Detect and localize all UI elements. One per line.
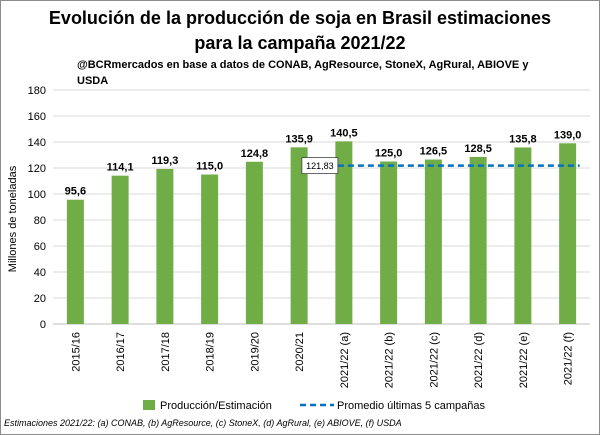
- y-tick-label: 100: [28, 189, 46, 201]
- y-tick-label: 60: [34, 241, 46, 253]
- legend-label-bars: Producción/Estimación: [160, 400, 272, 412]
- average-label-box: [301, 157, 339, 175]
- x-tick-label: 2021/22 (b): [384, 332, 396, 388]
- bar-data-label: 119,3: [151, 155, 178, 167]
- bar-data-label: 139,0: [554, 129, 582, 141]
- chart-title-line-2: para la campaña 2021/22: [194, 33, 406, 53]
- bar: [514, 147, 532, 324]
- bar: [66, 199, 84, 324]
- bar: [559, 143, 577, 324]
- y-tick-label: 20: [34, 293, 46, 305]
- bar: [380, 161, 398, 324]
- x-tick-label: 2017/18: [160, 332, 172, 372]
- bar: [156, 168, 174, 324]
- bar-data-label: 135,9: [285, 133, 313, 145]
- y-tick-label: 0: [40, 319, 46, 331]
- bar-data-label: 95,6: [65, 186, 86, 198]
- y-tick-label: 180: [28, 85, 46, 97]
- bar: [424, 159, 442, 324]
- legend-swatch-bars: [143, 400, 155, 410]
- bar: [290, 147, 308, 324]
- chart-subtitle: @BCRmercados en base a datos de CONAB, A…: [77, 59, 529, 87]
- bar-data-label: 140,5: [330, 127, 358, 139]
- x-tick-label: 2021/22 (f): [563, 332, 575, 385]
- bar: [335, 141, 353, 324]
- x-tick-label: 2020/21: [294, 332, 306, 372]
- y-tick-label: 40: [34, 267, 46, 279]
- bar-data-label: 128,5: [464, 143, 492, 155]
- average-data-label: 121,83: [306, 161, 334, 171]
- bar: [245, 161, 263, 324]
- x-tick-label: 2016/17: [115, 332, 127, 372]
- bar-data-label: 135,8: [509, 133, 537, 145]
- bar-data-label: 124,8: [241, 148, 269, 160]
- bar-data-label: 114,1: [107, 162, 134, 174]
- bar-data-label: 125,0: [375, 148, 403, 160]
- x-tick-label: 2021/22 (c): [428, 332, 440, 388]
- bar: [111, 175, 129, 324]
- y-tick-label: 140: [28, 137, 46, 149]
- bar-data-label: 115,0: [196, 161, 223, 173]
- bar: [201, 174, 219, 324]
- x-tick-label: 2021/22 (e): [518, 332, 530, 388]
- bar: [469, 156, 487, 324]
- x-tick-label: 2021/22 (a): [339, 332, 351, 388]
- legend-label-average: Promedio últimas 5 campañas: [337, 400, 485, 412]
- x-tick-label: 2021/22 (d): [473, 332, 485, 388]
- y-tick-label: 120: [28, 163, 46, 175]
- y-tick-label: 160: [28, 111, 46, 123]
- chart-footnote: Estimaciones 2021/22: (a) CONAB, (b) AgR…: [4, 418, 402, 428]
- x-tick-label: 2015/16: [70, 332, 82, 372]
- chart-title-line-1: Evolución de la producción de soja en Br…: [48, 8, 552, 28]
- y-axis-title: Millones de toneladas: [7, 165, 19, 272]
- y-tick-label: 80: [34, 215, 46, 227]
- x-tick-label: 2019/20: [249, 332, 261, 372]
- bar-data-label: 126,5: [420, 146, 448, 158]
- x-tick-label: 2018/19: [205, 332, 217, 372]
